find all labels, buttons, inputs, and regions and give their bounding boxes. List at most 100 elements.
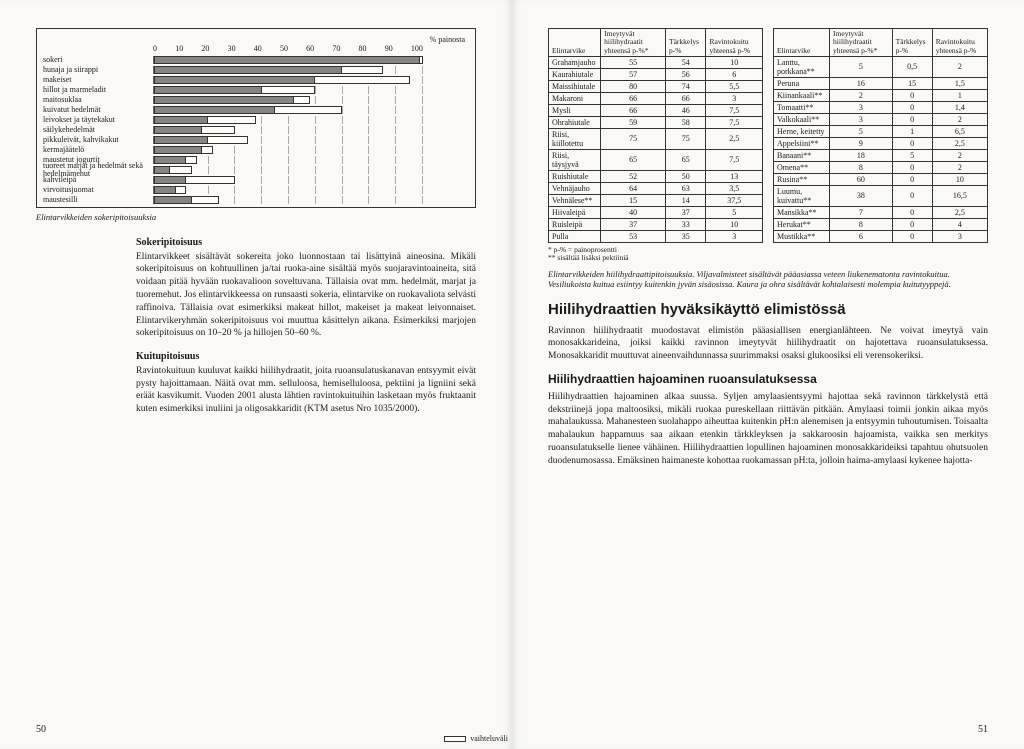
cell-value: 57 [601, 68, 666, 80]
cell-value: 66 [601, 92, 666, 104]
legend-label: vaihteluväli [470, 734, 508, 743]
cell-name: Valkokaali** [774, 113, 830, 125]
cell-value: 8 [830, 218, 893, 230]
chart-row: sokeri [43, 55, 469, 65]
bar-track [153, 66, 423, 74]
table-row: Luumu, kuivattu**38016,5 [774, 185, 988, 206]
page-spread: % painosta 0102030405060708090100 sokeri… [0, 0, 1024, 749]
bar-label: kuivatut hedelmät [43, 106, 153, 114]
bar-track [153, 96, 423, 104]
bar-value [154, 176, 186, 184]
cell-name: Pulla [549, 230, 601, 242]
bar-value [154, 186, 176, 194]
cell-value: 0 [892, 137, 932, 149]
table-row: Maissihiutale80745,5 [549, 80, 763, 92]
cell-value: 33 [666, 218, 706, 230]
cell-name: Banaani** [774, 149, 830, 161]
cell-value: 56 [666, 68, 706, 80]
cell-value: 8 [830, 161, 893, 173]
cell-name: Herukat** [774, 218, 830, 230]
cell-value: 3,5 [706, 182, 763, 194]
bar-label: virvoitusjuomat [43, 186, 153, 194]
cell-value: 0 [892, 173, 932, 185]
bar-value [154, 56, 420, 64]
cell-value: 2,5 [932, 137, 987, 149]
chart-row: makeiset [43, 75, 469, 85]
cell-value: 9 [830, 137, 893, 149]
cell-value: 16 [830, 77, 893, 89]
paragraph-b: Hiilihydraattien hajoaminen alkaa suussa… [548, 391, 988, 468]
table-row: Valkokaali**302 [774, 113, 988, 125]
cell-value: 35 [666, 230, 706, 242]
chart-row: tuoreet marjat ja hedelmät sekä hedelmäm… [43, 165, 469, 175]
col-header: Tärkkelys p-% [892, 29, 932, 57]
cell-value: 5 [830, 125, 893, 137]
cell-value: 38 [830, 185, 893, 206]
cell-name: Vehnälese** [549, 194, 601, 206]
cell-value: 0,5 [892, 56, 932, 77]
cell-value: 65 [601, 149, 666, 170]
carb-table-right: ElintarvikeImeytyvät hiilihydraatit yhte… [773, 28, 988, 243]
cell-value: 15 [601, 194, 666, 206]
x-tick: 20 [201, 44, 209, 53]
table-row: Lanttu, porkkana**50,52 [774, 56, 988, 77]
table-row: Peruna16151,5 [774, 77, 988, 89]
bar-label: sokeri [43, 56, 153, 64]
table-row: Kiinankaali**201 [774, 89, 988, 101]
cell-name: Vehnäjauho [549, 182, 601, 194]
bar-track [153, 176, 423, 184]
cell-value: 4 [932, 218, 987, 230]
cell-name: Hiivaleipä [549, 206, 601, 218]
bar-label: leivokset ja täytekakut [43, 116, 153, 124]
table-row: Banaani**1852 [774, 149, 988, 161]
bar-track [153, 76, 423, 84]
cell-name: Herne, keitetty [774, 125, 830, 137]
sugar-chart-box: % painosta 0102030405060708090100 sokeri… [36, 28, 476, 208]
cell-value: 15 [892, 77, 932, 89]
x-tick: 70 [332, 44, 340, 53]
bar-label: hillot ja marmeladit [43, 86, 153, 94]
table-row: Hiivaleipä40375 [549, 206, 763, 218]
bar-track [153, 116, 423, 124]
x-tick: 50 [280, 44, 288, 53]
chart-row: kermajäätelö [43, 145, 469, 155]
x-tick: 40 [254, 44, 262, 53]
heading-hyvaksikaytto: Hiilihydraattien hyväksikäyttö elimistös… [548, 301, 988, 318]
cell-value: 1 [892, 125, 932, 137]
cell-name: Lanttu, porkkana** [774, 56, 830, 77]
table-row: Omena**802 [774, 161, 988, 173]
bar-value [154, 156, 186, 164]
cell-value: 37 [601, 218, 666, 230]
bar-label: kahvileipä [43, 176, 153, 184]
table-row: Pulla53353 [549, 230, 763, 242]
right-page: ElintarvikeImeytyvät hiilihydraatit yhte… [512, 0, 1024, 749]
bar-label: pikkuleivät, kahvikakut [43, 136, 153, 144]
chart-row: pikkuleivät, kahvikakut [43, 135, 469, 145]
cell-value: 0 [892, 206, 932, 218]
bar-track [153, 106, 423, 114]
cell-name: Kaurahiutale [549, 68, 601, 80]
chart-row: hunaja ja siirappi [43, 65, 469, 75]
cell-value: 5 [830, 56, 893, 77]
table-row: Vehnälese**151437,5 [549, 194, 763, 206]
cell-value: 3 [706, 92, 763, 104]
left-page: % painosta 0102030405060708090100 sokeri… [0, 0, 512, 749]
cell-value: 54 [666, 56, 706, 68]
table-row: Grahamjauho555410 [549, 56, 763, 68]
carb-table-left: ElintarvikeImeytyvät hiilihydraatit yhte… [548, 28, 763, 243]
table-caption: Elintarvikkeiden hiilihydraattipitoisuuk… [548, 269, 988, 289]
cell-name: Appelsiini** [774, 137, 830, 149]
cell-value: 3 [932, 230, 987, 242]
table-row: Vehnäjauho64633,5 [549, 182, 763, 194]
bar-label: hunaja ja siirappi [43, 66, 153, 74]
cell-value: 14 [666, 194, 706, 206]
cell-value: 0 [892, 89, 932, 101]
cell-value: 6 [706, 68, 763, 80]
cell-value: 13 [706, 170, 763, 182]
cell-name: Ohrahiutale [549, 116, 601, 128]
x-tick: 100 [411, 44, 423, 53]
cell-name: Mustikka** [774, 230, 830, 242]
bar-track [153, 166, 423, 174]
chart-row: leivokset ja täytekakut [43, 115, 469, 125]
cell-name: Mysli [549, 104, 601, 116]
